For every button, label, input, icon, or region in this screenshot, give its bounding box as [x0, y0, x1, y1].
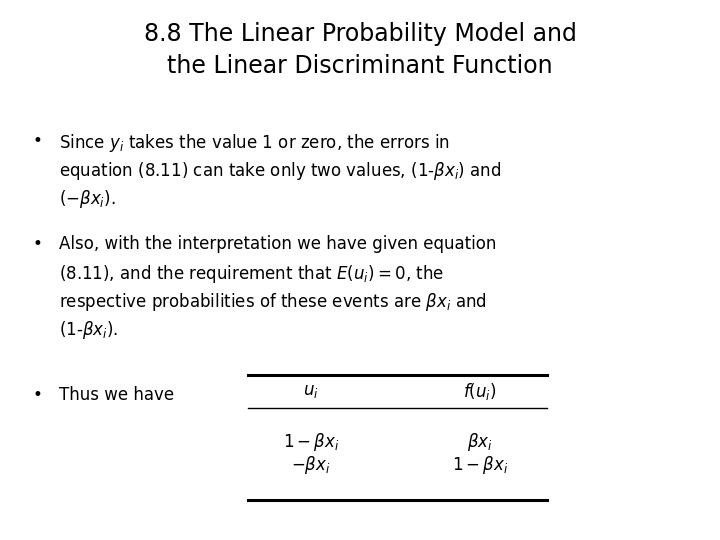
Text: Thus we have: Thus we have [59, 386, 174, 404]
Text: $(1\text{-}\beta x_i)$.: $(1\text{-}\beta x_i)$. [59, 319, 118, 341]
Text: respective probabilities of these events are $\beta x_i$ and: respective probabilities of these events… [59, 291, 487, 313]
Text: $\beta x_i$: $\beta x_i$ [467, 431, 492, 453]
Text: $u_i$: $u_i$ [303, 382, 319, 401]
Text: $(-\beta x_i)$.: $(-\beta x_i)$. [59, 188, 116, 211]
Text: $1 - \beta x_i$: $1 - \beta x_i$ [451, 454, 508, 476]
Text: 8.8 The Linear Probability Model and: 8.8 The Linear Probability Model and [143, 22, 577, 45]
Text: $-\beta x_i$: $-\beta x_i$ [292, 454, 331, 476]
Text: •: • [32, 386, 42, 404]
Text: (8.11), and the requirement that $E(u_i){=}0$, the: (8.11), and the requirement that $E(u_i)… [59, 263, 444, 285]
Text: $f(u_i)$: $f(u_i)$ [463, 381, 497, 402]
Text: •: • [32, 235, 42, 253]
Text: equation (8.11) can take only two values, $(1\text{-}\beta x_i)$ and: equation (8.11) can take only two values… [59, 160, 501, 183]
Text: Also, with the interpretation we have given equation: Also, with the interpretation we have gi… [59, 235, 496, 253]
Text: $1 - \beta x_i$: $1 - \beta x_i$ [283, 431, 339, 453]
Text: •: • [32, 132, 42, 150]
Text: Since $y_i$ takes the value 1 or zero, the errors in: Since $y_i$ takes the value 1 or zero, t… [59, 132, 450, 154]
Text: the Linear Discriminant Function: the Linear Discriminant Function [167, 54, 553, 78]
